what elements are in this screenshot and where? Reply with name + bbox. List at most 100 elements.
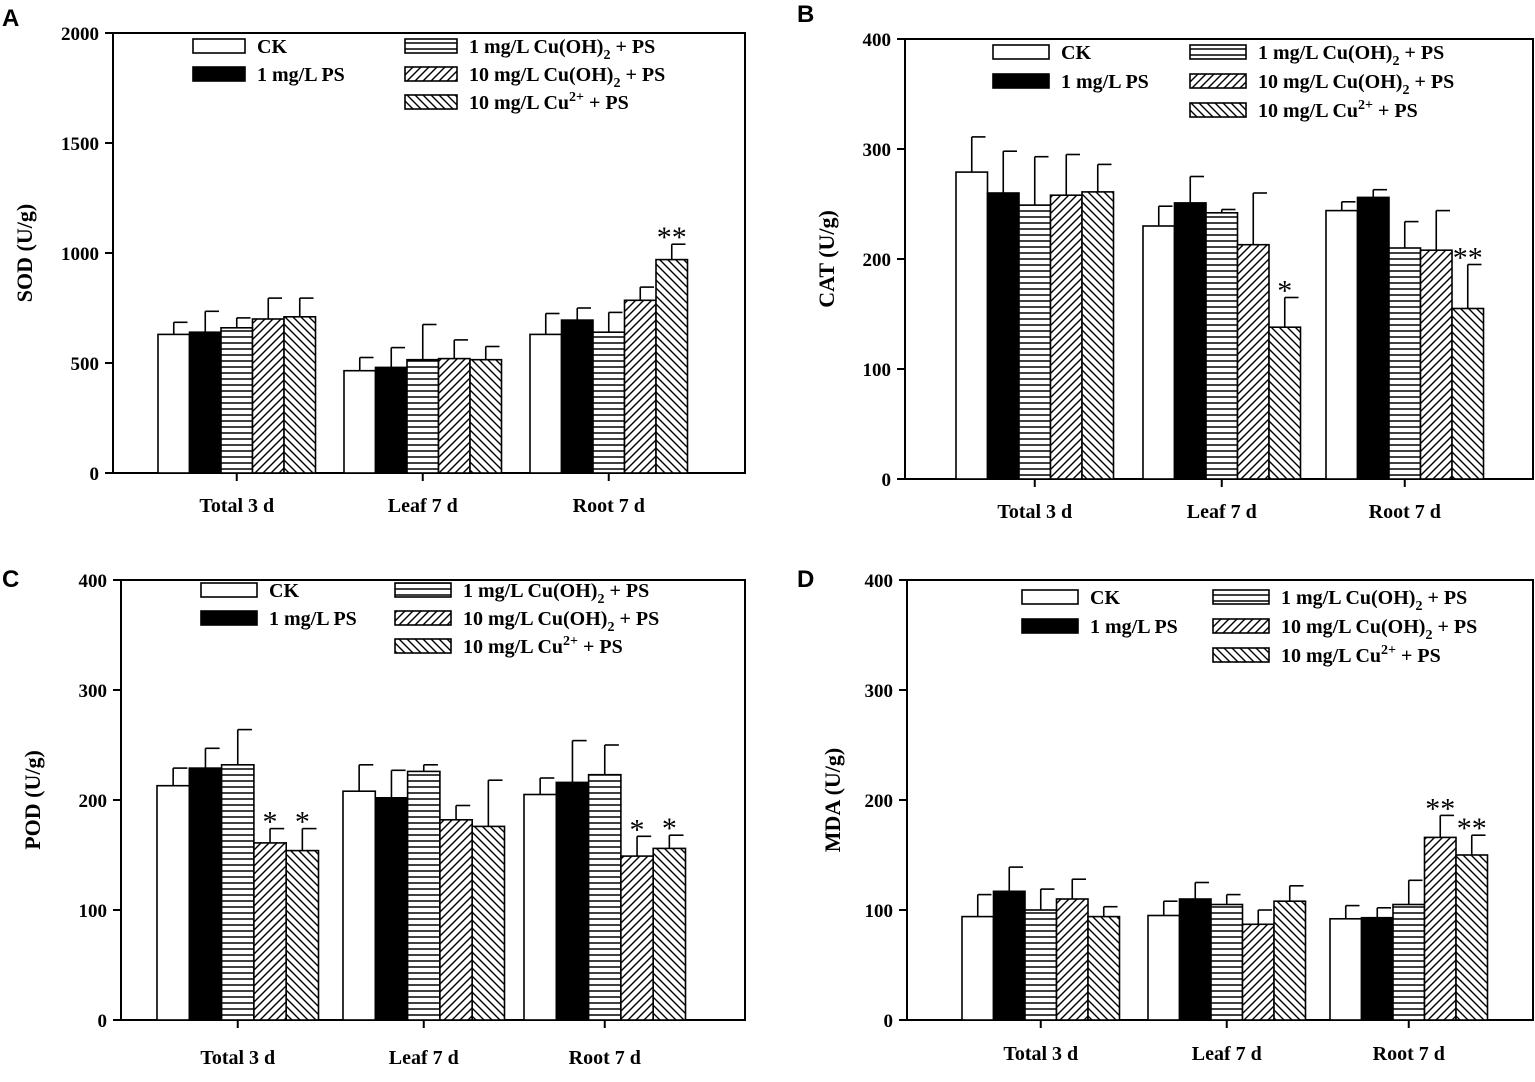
legend-label: 10 mg/L Cu2+ + PS <box>1258 98 1418 122</box>
bar <box>1055 898 1089 1021</box>
bar <box>342 790 377 1021</box>
bar <box>251 318 285 474</box>
bar <box>406 358 440 474</box>
bar <box>961 915 995 1021</box>
bar <box>992 890 1026 1021</box>
bar <box>343 369 377 474</box>
category-label: Root 7 d <box>1373 1043 1445 1065</box>
category-label: Leaf 7 d <box>389 1047 459 1069</box>
bar <box>156 784 191 1021</box>
bar <box>620 855 655 1021</box>
bar <box>1360 916 1394 1021</box>
significance-mark: * <box>263 806 278 839</box>
bar <box>1356 196 1390 480</box>
y-tick-label: 0 <box>884 1011 894 1032</box>
legend-label: 1 mg/L Cu(OH)2 + PS <box>469 36 655 63</box>
legend-label: 1 mg/L PS <box>257 64 345 86</box>
category-label: Root 7 d <box>573 495 645 517</box>
bar <box>623 299 657 474</box>
bar <box>157 333 191 474</box>
legend-swatch <box>1189 44 1247 60</box>
y-axis-title: CAT (U/g) <box>814 210 839 308</box>
legend-label: 10 mg/L Cu2+ + PS <box>1281 643 1441 667</box>
bar <box>1392 903 1426 1021</box>
legend-label: 10 mg/L Cu(OH)2 + PS <box>463 608 659 635</box>
legend-swatch <box>404 94 458 110</box>
panel-letter: A <box>2 5 19 32</box>
legend-label: CK <box>1090 587 1120 609</box>
bar <box>1024 909 1058 1021</box>
legend-label: 1 mg/L Cu(OH)2 + PS <box>1258 42 1444 69</box>
bar <box>188 331 222 474</box>
y-axis-title: SOD (U/g) <box>12 204 37 302</box>
y-tick-label: 0 <box>882 470 892 491</box>
bar <box>560 319 594 474</box>
significance-mark: ** <box>1425 792 1455 825</box>
y-tick-label: 0 <box>98 1011 108 1032</box>
category-label: Leaf 7 d <box>1187 501 1257 523</box>
y-tick-label: 300 <box>865 681 894 702</box>
y-tick-label: 300 <box>79 681 108 702</box>
bar <box>587 773 622 1021</box>
y-tick-label: 500 <box>71 354 100 375</box>
y-tick-label: 200 <box>79 791 108 812</box>
bar <box>1210 903 1244 1021</box>
significance-mark: * <box>1277 275 1292 308</box>
legend-swatch <box>192 66 246 82</box>
legend-swatch <box>394 582 452 598</box>
panel-c: C 0 100 200 300 400 POD (U/g) Total 3 d * * Leaf 7… <box>2 566 746 1069</box>
bar <box>1049 194 1083 480</box>
legend-label: 10 mg/L Cu(OH)2 + PS <box>1281 616 1477 643</box>
bar <box>1087 915 1121 1021</box>
bar <box>986 192 1020 480</box>
legend-swatch <box>394 638 452 654</box>
significance-mark: ** <box>1453 242 1483 275</box>
bar <box>1329 917 1363 1021</box>
y-tick-label: 200 <box>863 250 892 271</box>
legend-swatch <box>394 610 452 626</box>
legend-swatch <box>1212 647 1270 663</box>
legend-swatch <box>1021 618 1079 634</box>
y-tick-label: 400 <box>865 571 894 592</box>
legend-label: 1 mg/L Cu(OH)2 + PS <box>1281 587 1467 614</box>
bar <box>655 258 689 474</box>
panel-d: D 0 100 200 300 400 MDA (U/g) Total 3 d Leaf 7 d… <box>797 566 1534 1065</box>
legend-label: 1 mg/L PS <box>1061 71 1149 93</box>
y-tick-label: 200 <box>865 791 894 812</box>
bar <box>285 849 320 1021</box>
y-axis-title: POD (U/g) <box>20 750 45 850</box>
y-tick-label: 400 <box>863 30 892 51</box>
bar <box>592 331 626 474</box>
bar <box>188 767 223 1021</box>
legend-swatch <box>192 38 246 54</box>
bar <box>1178 898 1212 1021</box>
significance-mark: ** <box>657 221 687 254</box>
category-label: Total 3 d <box>997 501 1072 523</box>
category-label: Leaf 7 d <box>388 495 458 517</box>
legend-swatch <box>404 66 458 82</box>
panel-a: A 0 500 1000 1500 2000 SOD (U/g) Total 3 d Leaf … <box>2 5 746 517</box>
y-tick-label: 100 <box>863 360 892 381</box>
panel-letter: D <box>797 566 814 593</box>
bar <box>253 842 287 1021</box>
y-tick-label: 1000 <box>61 244 99 265</box>
bar <box>1419 249 1453 480</box>
bar <box>1423 836 1457 1021</box>
bar <box>406 770 441 1021</box>
bar <box>1451 307 1485 480</box>
significance-mark: * <box>630 813 645 846</box>
bar <box>1081 191 1115 480</box>
bar <box>955 171 989 480</box>
significance-mark: ** <box>1457 812 1487 845</box>
category-label: Root 7 d <box>1369 501 1441 523</box>
legend-label: 10 mg/L Cu(OH)2 + PS <box>469 64 665 91</box>
legend-swatch <box>992 73 1050 89</box>
legend-swatch <box>1212 589 1270 605</box>
legend-label: CK <box>269 580 299 602</box>
legend-swatch <box>1189 102 1247 118</box>
legend-swatch <box>404 38 458 54</box>
bar <box>283 315 317 474</box>
